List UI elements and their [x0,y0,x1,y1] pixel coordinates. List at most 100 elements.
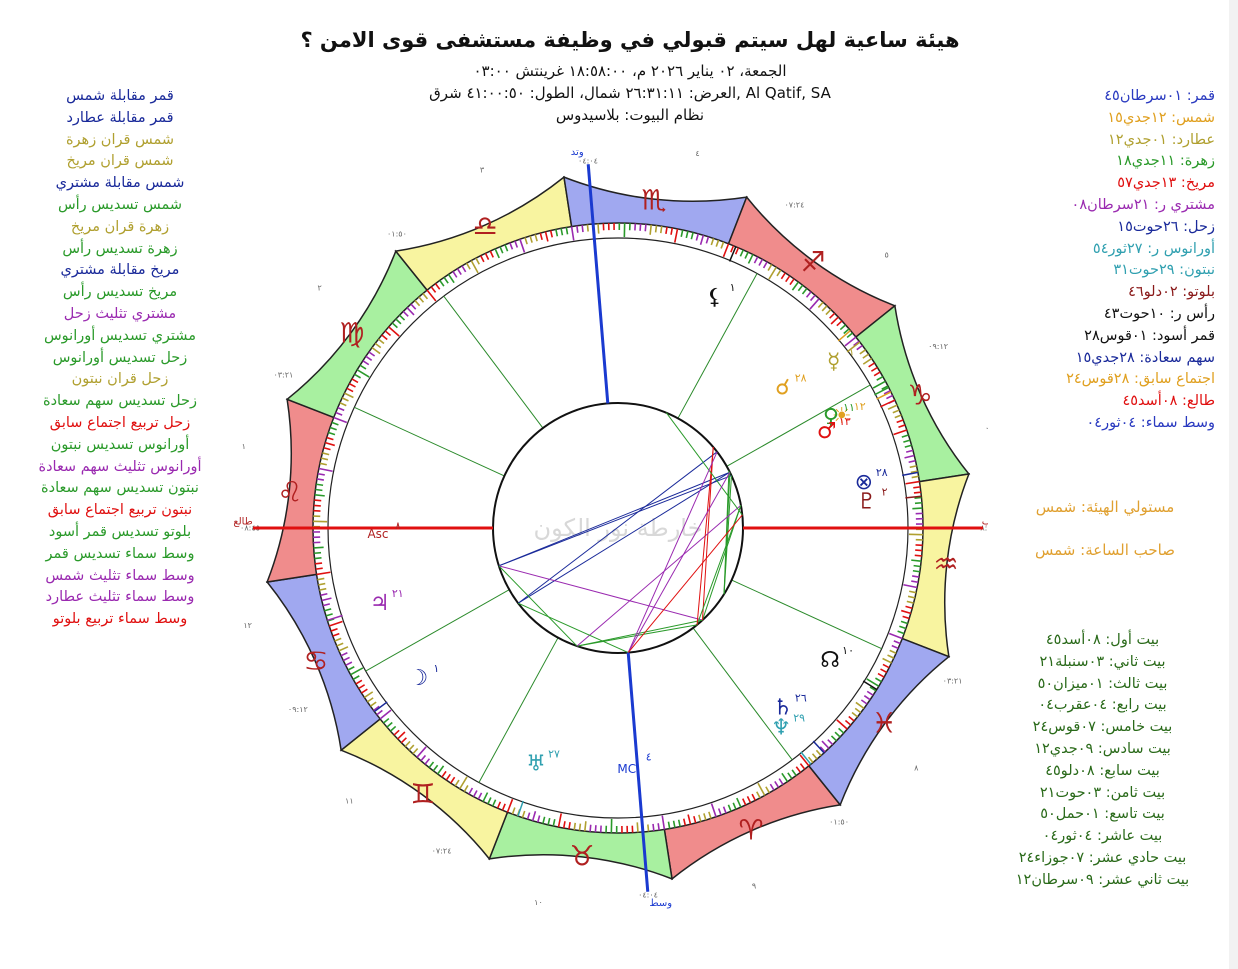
degree-tick [913,486,921,489]
mars-degree: ١٣ [839,415,851,428]
degree-tick [915,549,923,552]
degree-tick [682,818,687,826]
degree-tick [439,280,445,287]
aspect-line [576,504,742,647]
planet-pointer [837,329,851,342]
aspect-item: وسط سماء تثليث عطارد [45,589,195,606]
degree-tick [468,787,474,795]
degree-tick [905,449,914,453]
degree-tick [708,811,712,819]
degree-tick [821,305,828,312]
degree-tick [354,373,361,379]
degree-tick [722,806,727,814]
aspect-item: زحل تسديس سهم سعادة [43,393,197,410]
degree-tick [744,251,749,259]
house-cusp-item: بيت أول: ٠٨أسد٤٥ [1045,632,1160,648]
ascendant-mark: Asc [367,527,388,541]
house-cusp-degree-label: ٠٩:١٢ [928,342,948,351]
degree-tick [331,421,339,426]
degree-tick [722,243,730,258]
degree-tick [340,652,348,657]
planet-position-item: وسط سماء: ٠٤ثور٠٤ [1086,414,1215,431]
house-cusp-item: بيت تاسع: ٠١حمل٥٠ [1040,806,1165,823]
degree-tick [905,605,913,609]
degree-tick [547,817,551,826]
degree-tick [355,679,363,685]
degree-tick [328,620,343,627]
hour-ruler-label: صاحب الساعة: شمس [1035,541,1175,559]
degree-tick [756,791,761,799]
degree-tick [654,225,658,233]
degree-tick [765,786,771,794]
degree-tick [799,763,806,770]
house-cusp-item: بيت ثالث: ٠١ميزان٥٠ [1037,675,1168,692]
degree-tick [492,799,497,807]
degree-tick [900,609,912,615]
planet-pointer [517,800,524,817]
degree-tick [913,491,921,494]
degree-tick [843,328,850,335]
degree-tick [673,228,679,243]
house-number-label: ٥ [885,251,889,260]
degree-tick [384,330,392,337]
degree-tick [652,823,655,831]
aspect-item: أورانوس تسديس نبتون [50,436,190,453]
degree-tick [909,590,917,594]
degree-tick [581,225,584,233]
degree-tick [329,426,337,431]
degree-tick [758,258,764,266]
planet-position-item: عطارد: ٠١جدي١٢ [1107,131,1215,148]
house-cusp-line [677,273,758,419]
degree-tick [346,387,354,393]
degree-tick [848,715,855,722]
house-number-label: ١١ [345,796,354,805]
degree-tick [785,275,791,283]
degree-tick [672,820,676,828]
degree-tick [897,630,905,635]
degree-tick [693,815,697,824]
degree-tick [665,226,668,235]
moon-degree: ١ [433,662,439,675]
degree-tick [781,772,789,783]
degree-tick [408,744,415,751]
degree-tick [751,793,756,801]
north-node-degree: ١٠ [842,644,854,657]
ascendant-label: طالع [233,517,252,528]
degree-tick [589,824,592,832]
ascendant-degree: ٨ [395,520,401,533]
degree-tick [324,608,332,612]
degree-tick [402,310,409,317]
degree-tick [377,338,385,345]
degree-tick [345,661,353,666]
degree-tick [348,382,356,388]
degree-tick [695,233,699,241]
aspect-item: زحل قران نبتون [71,371,169,388]
degree-tick [484,252,490,260]
aspect-line [498,565,578,647]
degree-tick [904,454,915,459]
degree-tick [323,447,331,451]
degree-tick [426,289,437,302]
house-number-label: ١٢ [243,621,252,630]
degree-tick [443,276,449,284]
degree-tick [856,344,863,351]
imum-coeli-label: وتد [571,150,584,158]
planet-pointer [902,471,919,477]
aspect-item: وسط سماء تسديس قمر [45,545,195,562]
degree-tick [909,465,917,469]
degree-tick [677,819,681,827]
degree-tick [657,823,660,831]
aspect-item: مشتري تسديس أورانوس [43,327,197,344]
planet-position-item: أورانوس ر: ٢٧ثور٥٤ [1092,240,1215,257]
degree-tick [839,324,847,331]
north-node-icon: ☊ [820,648,840,673]
degree-tick [568,821,571,830]
degree-tick [314,499,322,502]
aspect-item: أورانوس تثليث سهم سعادة [38,458,202,475]
degree-tick [762,261,768,269]
house-cusp-line [726,384,871,467]
degree-tick [465,262,471,270]
lilith-icon: ⚸ [706,285,722,310]
degree-tick [911,575,920,578]
watermark: خارطة نور الكون [534,514,703,542]
